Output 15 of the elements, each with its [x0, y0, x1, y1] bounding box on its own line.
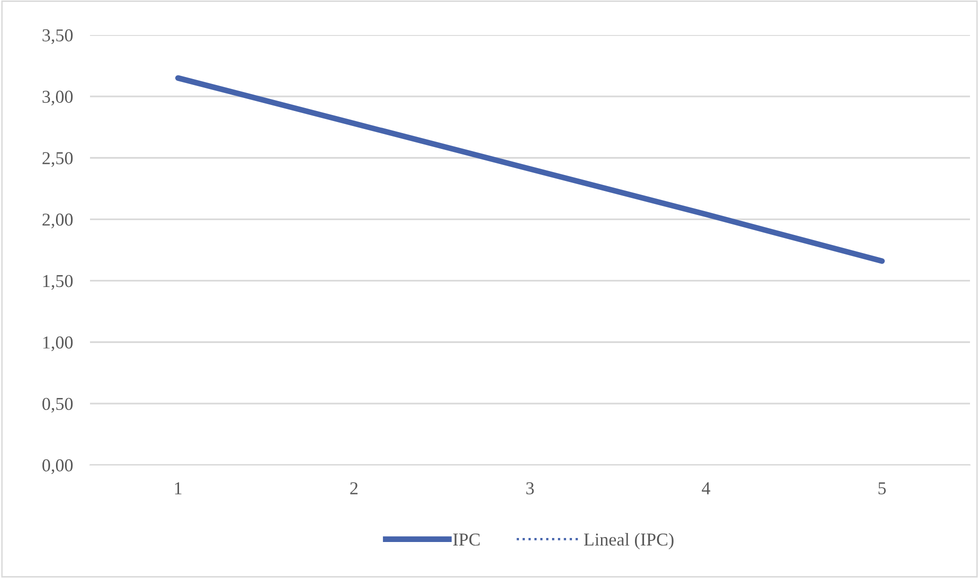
y-tick-label: 2,00 — [42, 214, 73, 228]
x-tick-label: 1 — [175, 482, 182, 494]
legend-label: Lineal (IPC) — [584, 532, 674, 550]
x-tick-label: 3 — [526, 482, 534, 494]
y-tick-label: 1,50 — [43, 274, 73, 290]
y-tick-label: 0,50 — [42, 398, 73, 413]
y-tick-label: 3,00 — [42, 90, 73, 106]
x-tick-label: 5 — [878, 482, 886, 494]
legend-label: IPC — [453, 534, 480, 546]
x-tick-label: 4 — [702, 482, 710, 494]
x-tick-label: 2 — [350, 482, 358, 494]
y-tick-label: 1,00 — [43, 336, 73, 352]
y-tick-label: 2,50 — [42, 152, 73, 167]
y-tick-label: 3,50 — [42, 29, 73, 44]
y-tick-label: 0,00 — [42, 459, 73, 474]
